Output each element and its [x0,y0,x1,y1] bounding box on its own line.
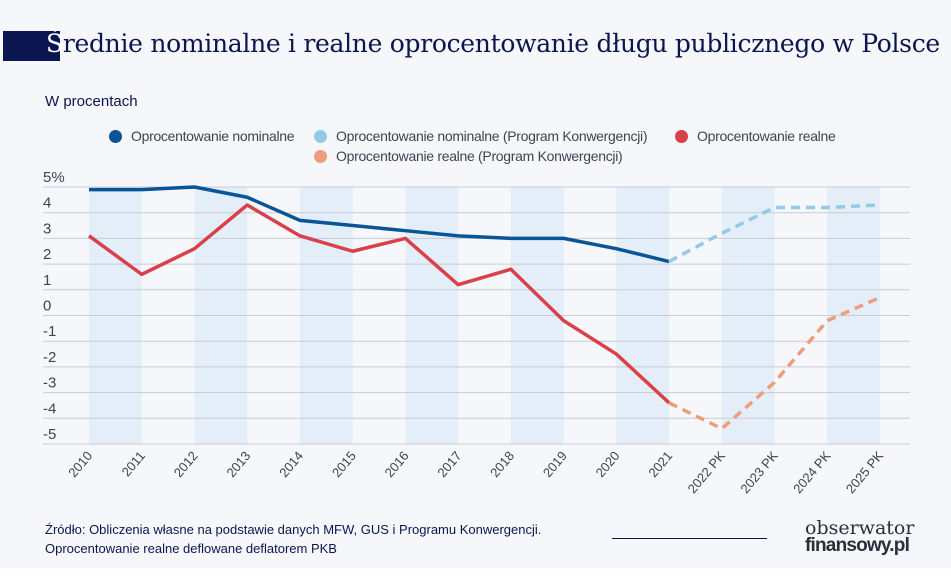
legend-label: Oprocentowanie nominalne [131,128,295,144]
x-tick-label: 2017 [434,448,464,480]
x-tick-label: 2013 [223,448,253,480]
title-text: rednie nominalne i realne oprocentowanie… [62,29,940,58]
title-accent-bar [3,31,60,61]
x-tick-label: 2015 [329,448,359,480]
y-tick-label: -5 [43,426,56,443]
x-tick-label: 2012 [171,448,201,480]
x-tick-label: 2025 PK [843,448,887,496]
legend-dot [314,129,327,143]
series-line-0 [89,185,670,264]
legend-item-real-pk: Oprocentowanie realne (Program Konwergen… [314,148,623,164]
deflator-note: Oprocentowanie realne deflowane deflator… [45,541,337,556]
x-tick-label: 2014 [276,448,306,480]
y-tick-label: 3 [43,220,51,237]
y-tick-label: -3 [43,375,56,392]
legend-label: Oprocentowanie realne [697,128,836,144]
series-line-1 [668,203,881,264]
x-tick-label: 2010 [65,448,95,480]
legend-dot [314,149,327,163]
y-tick-label: 4 [43,195,51,212]
y-tick-label: -4 [43,400,56,417]
x-tick-label: 2018 [487,448,517,480]
y-tick-label: 2 [43,246,51,263]
x-tick-label: 2021 [645,448,675,480]
legend-dot [675,129,688,143]
x-tick-label: 2016 [382,448,412,480]
x-tick-label: 2023 PK [737,448,781,496]
legend-label: Oprocentowanie nominalne (Program Konwer… [336,128,648,144]
y-tick-label: 1 [43,272,51,289]
y-tick-label: 5% [43,169,65,186]
x-tick-label: 2019 [540,448,570,480]
series-line-2 [87,203,671,405]
title-first-letter: Ś [46,29,63,58]
chart-card [0,0,951,568]
x-tick-label: 2022 PK [685,448,729,496]
y-tick-label: 0 [43,298,51,315]
legend-item-real: Oprocentowanie realne [675,128,836,144]
source-note: Źródło: Obliczenia własne na podstawie d… [45,520,541,558]
legend-item-nominal-pk: Oprocentowanie nominalne (Program Konwer… [314,128,647,144]
legend-item-nominal: Oprocentowanie nominalne [109,128,295,144]
x-tick-label: 2020 [593,448,623,480]
y-tick-label: -1 [43,323,56,340]
legend-label: Oprocentowanie realne (Program Konwergen… [336,148,623,164]
footer-divider [612,538,767,539]
x-tick-label: 2024 PK [790,448,834,496]
legend-dot [109,129,122,143]
chart-title: Średnie nominalne i realne oprocentowani… [46,29,940,58]
logo: obserwator finansowy.pl [805,517,915,556]
source-text: Źródło: Obliczenia własne na podstawie d… [45,522,542,537]
chart-subtitle: W procentach [45,93,138,110]
y-tick-label: -2 [43,349,56,366]
x-tick-label: 2011 [119,448,148,479]
